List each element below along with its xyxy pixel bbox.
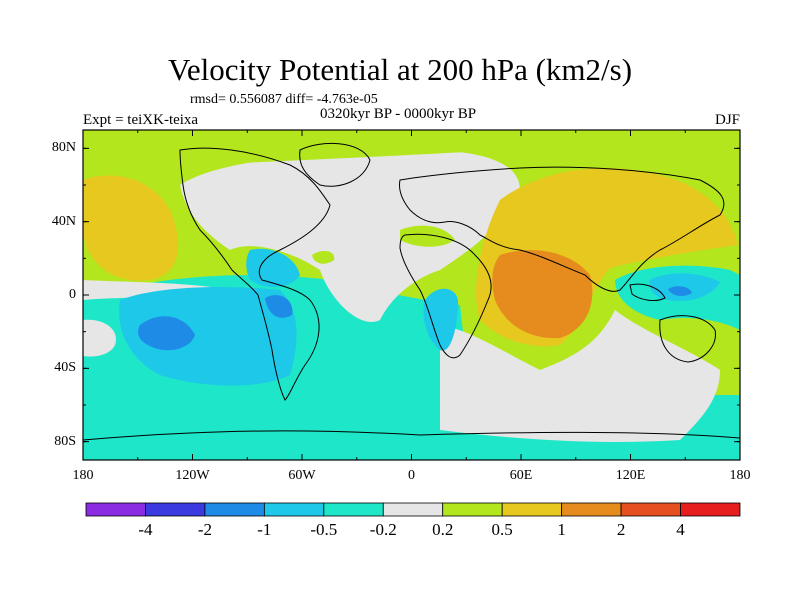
colorbar-label: 4 <box>676 520 685 539</box>
experiment-label: Expt = teiXK-teixa <box>83 112 199 128</box>
region-amazon-core <box>265 295 293 318</box>
region-mediterranean-weak <box>400 225 455 247</box>
lon-tick-label: 0 <box>408 468 415 483</box>
colorbar-swatch <box>561 502 622 517</box>
lon-tick-label: 180 <box>729 468 751 483</box>
colorbar-swatch <box>263 502 325 517</box>
lon-tick-label: 180 <box>72 468 94 483</box>
region-arctic-weak <box>83 133 500 175</box>
region-west-pacific-core <box>668 286 692 297</box>
tick-marks <box>82 130 741 460</box>
lon-tick-label: 60E <box>509 468 533 483</box>
colorbar-swatch <box>323 502 384 517</box>
coastlines <box>83 142 740 441</box>
colorbar-label: -0.2 <box>369 520 397 539</box>
greenland-coast <box>299 142 371 187</box>
colorbar-label: -4 <box>138 520 153 539</box>
colorbar-swatch <box>442 502 503 517</box>
lat-tick-label: 40S <box>54 360 76 376</box>
colorbar-swatch <box>680 502 741 517</box>
lat-tick-label: 80N <box>51 140 76 156</box>
colorbar-swatch <box>501 502 563 517</box>
lat-tick-label: 80S <box>54 433 76 449</box>
region-africa-indian-core <box>492 250 593 339</box>
region-pacific-negative <box>119 287 297 386</box>
colorbar-label: 0.5 <box>491 520 513 539</box>
australia-coast <box>659 315 716 363</box>
colorbar-swatch <box>85 502 146 517</box>
region-north-pacific-positive <box>83 175 179 281</box>
colorbar-swatch <box>620 502 681 517</box>
colorbar-swatch <box>145 502 206 517</box>
region-atlantic-negative <box>423 288 458 351</box>
lon-tick-label: 120E <box>615 468 646 483</box>
contour-field <box>83 130 740 460</box>
colorbar-label: -0.5 <box>310 520 338 539</box>
colorbar-label: -1 <box>257 520 272 539</box>
colorbar-label: -2 <box>197 520 212 539</box>
colorbar-label: 1 <box>557 520 566 539</box>
colorbar-swatch <box>204 502 265 517</box>
eurasia-coast <box>399 166 725 292</box>
maritime-continent-coast <box>629 283 666 302</box>
lat-tick-label: 40N <box>51 213 76 229</box>
lon-tick-label: 120W <box>175 468 210 483</box>
period-label: 0320kyr BP - 0000kyr BP <box>320 106 477 122</box>
region-south-indian-neutral <box>440 310 720 442</box>
region-northern-neutral <box>180 149 520 322</box>
season-label: DJF <box>714 112 740 128</box>
region-pacific-core <box>138 316 195 351</box>
antarctica-coast <box>83 430 740 441</box>
colorbar <box>85 502 741 517</box>
colorbar-label: 0.2 <box>432 520 454 539</box>
stats-line: rmsd= 0.556087 diff= -4.763e-05 <box>190 92 378 107</box>
americas-coast <box>179 147 331 401</box>
colorbar-swatch <box>382 502 444 517</box>
region-caribbean-negative <box>246 248 300 287</box>
figure-title: Velocity Potential at 200 hPa (km2/s) <box>167 52 633 87</box>
colorbar-label: 2 <box>616 520 626 539</box>
region-pacific-neutral-west <box>83 319 116 357</box>
lon-tick-label: 60W <box>288 468 316 483</box>
region-atlantic-weak <box>312 250 335 264</box>
africa-coast <box>399 233 492 359</box>
lat-tick-label: 0 <box>69 287 76 302</box>
